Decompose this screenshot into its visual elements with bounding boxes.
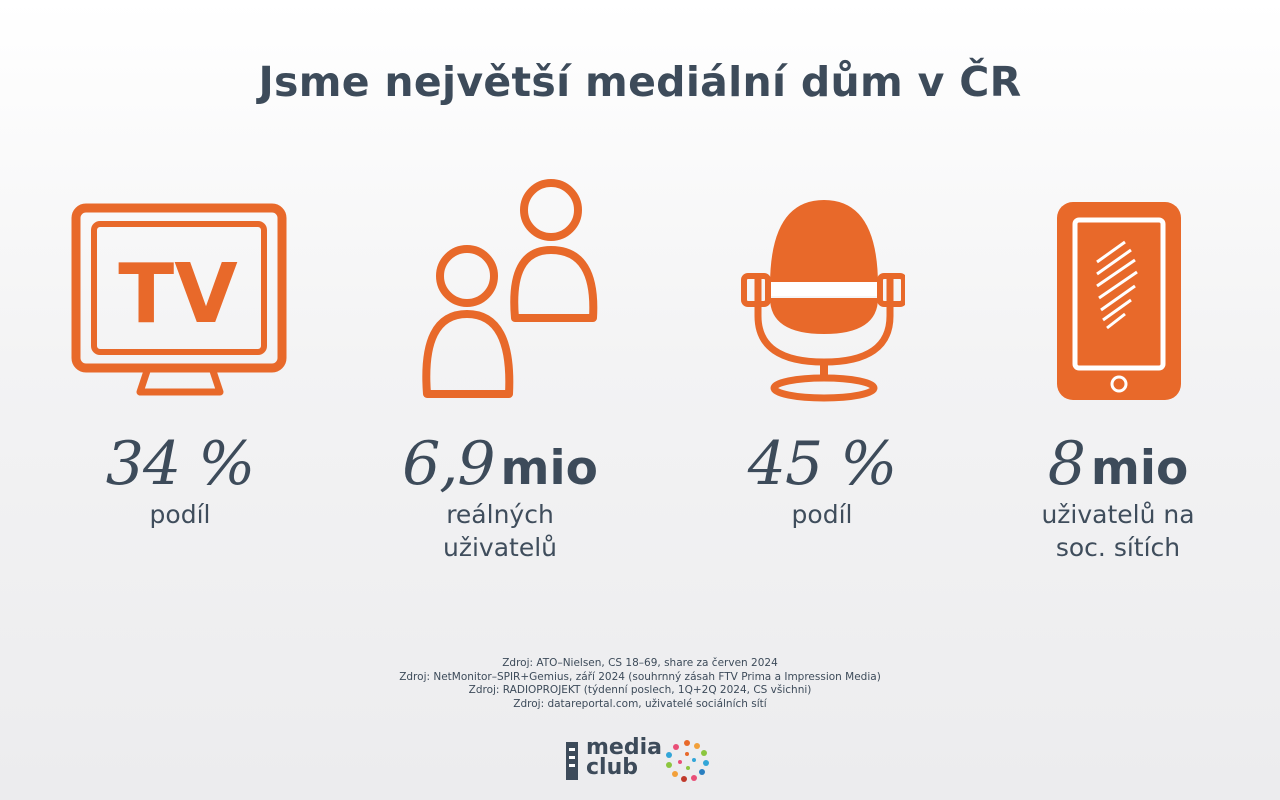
stat-value: 6,9 — [402, 429, 495, 499]
source-line: Zdroj: NetMonitor–SPIR+Gemius, září 2024… — [399, 670, 881, 683]
smartphone-icon — [1057, 202, 1181, 400]
stat-tv-share: 34 % podíl — [30, 426, 330, 531]
source-line: Zdroj: RADIOPROJEKT (týdenní poslech, 1Q… — [468, 684, 812, 696]
source-line: Zdroj: datareportal.com, uživatelé sociá… — [513, 697, 767, 710]
stat-label: uživatelů na soc. sítích — [1041, 500, 1195, 562]
users-icon — [422, 179, 598, 398]
stat-label: podíl — [149, 500, 211, 529]
stat-unit: mio — [500, 441, 598, 496]
stat-social-users: 8 mio uživatelů na soc. sítích — [968, 426, 1268, 564]
stat-value: 45 % — [747, 429, 897, 499]
microphone-icon — [741, 200, 905, 402]
tv-icon-label: TV — [118, 247, 238, 342]
page-title: Jsme největší mediální dům v ČR — [258, 58, 1022, 106]
stat-label: podíl — [791, 500, 853, 529]
logo-line-1: media — [586, 735, 662, 760]
media-club-logo: media club — [564, 736, 724, 786]
dots-circle-icon — [666, 740, 709, 782]
tv-icon: TV — [71, 203, 287, 396]
stat-label: reálných uživatelů — [442, 500, 557, 562]
stat-value: 8 — [1047, 429, 1086, 499]
sources: Zdroj: ATO–Nielsen, CS 18–69, share za č… — [0, 657, 1280, 711]
building-icon — [566, 742, 578, 780]
stat-radio-share: 45 % podíl — [672, 426, 972, 531]
stat-real-users: 6,9 mio reálných uživatelů — [350, 426, 650, 564]
stat-unit: mio — [1090, 441, 1189, 496]
source-line: Zdroj: ATO–Nielsen, CS 18–69, share za č… — [502, 657, 778, 669]
logo-line-2: club — [586, 755, 638, 780]
stat-value: 34 % — [105, 429, 255, 499]
